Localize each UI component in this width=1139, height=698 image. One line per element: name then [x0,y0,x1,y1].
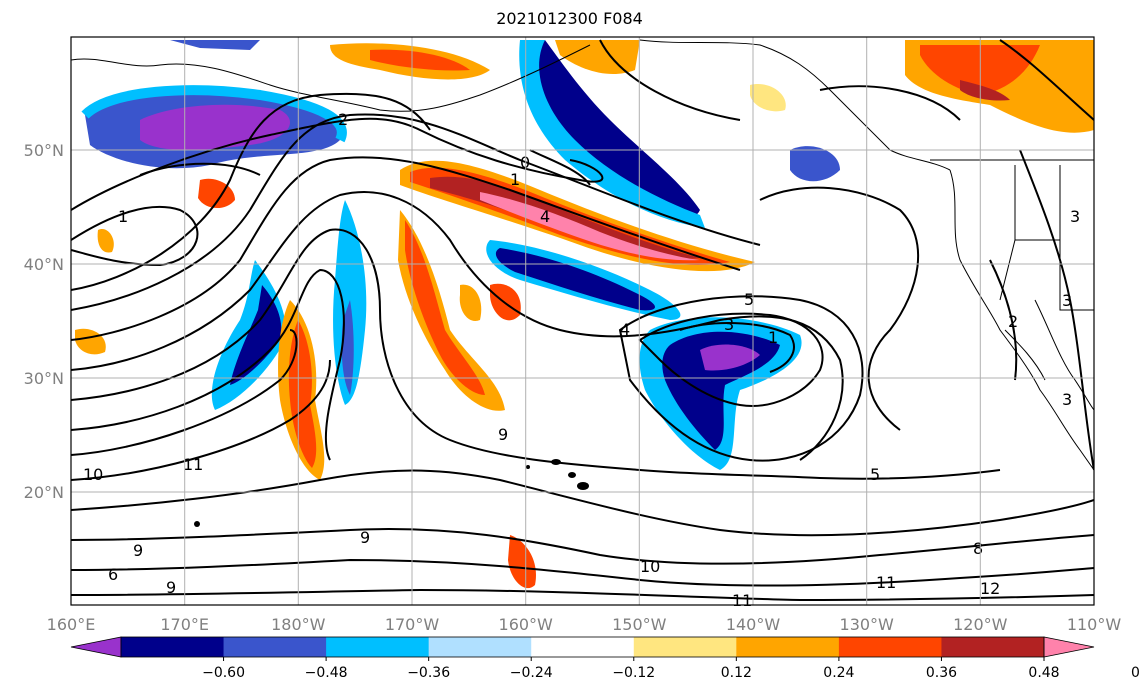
contour-label: 5 [870,465,880,484]
contour-label: 3 [1070,207,1080,226]
lon-tick-label: 180°W [271,615,326,634]
colorbar-extend-low [70,636,122,658]
contour-label: 10 [640,557,660,576]
coastlines [71,39,1094,471]
contour-label-group: 2 0 1 4 1 3 5 3 1 4 9 11 10 9 9 9 6 10 1… [83,110,1080,610]
contour-label: 9 [133,541,143,560]
islands [194,459,589,527]
colorbar-segment [838,637,942,657]
contour-label: 1 [510,170,520,189]
contour-lines [71,39,1094,602]
lon-tick-label: 140°W [726,615,781,634]
contour-label: 5 [744,290,754,309]
colorbar-segment [428,637,532,657]
colorbar-segment [941,637,1045,657]
contour-label: 8 [973,539,983,558]
colorbar-tick-label: 0.12 [721,665,752,681]
lon-tick-label: 150°W [612,615,667,634]
lon-tick-label: 120°W [953,615,1008,634]
colorbar-tick-label: −0.36 [407,665,450,681]
colorbar-segment [633,637,737,657]
lat-tick-label: 20°N [24,483,64,502]
contour-label: 6 [108,565,118,584]
colorbar-tick-label: −0.60 [202,665,245,681]
colorbar-tick-label: 0.48 [1028,665,1059,681]
lon-tick-label: 160°E [47,615,96,634]
contour-label: 9 [360,528,370,547]
contour-label: 9 [166,578,176,597]
colorbar-segment [121,637,225,657]
colorbar-tick-label: 0.24 [823,665,854,681]
contour-label: 4 [620,320,630,339]
colorbar-tick-label: 0.60 [1131,665,1139,681]
colorbar-tick-label: −0.48 [305,665,348,681]
lon-tick-label: 130°W [840,615,895,634]
lon-tick-label: 170°E [160,615,209,634]
contour-label: 11 [732,591,752,610]
contour-label: 1 [118,207,128,226]
contour-label: 4 [540,207,550,226]
colorbar-tick-label: −0.24 [510,665,553,681]
colorbar-segment [531,637,635,657]
lon-tick-label: 160°W [499,615,554,634]
colorbar-tick-label: 0.36 [926,665,957,681]
lon-tick-label: 110°W [1067,615,1122,634]
contour-label: 3 [1062,390,1072,409]
colorbar-segment [326,637,430,657]
lon-tick-label: 170°W [385,615,440,634]
contour-label: 0 [520,153,530,172]
lat-tick-label: 50°N [24,141,64,160]
gridlines [71,37,1094,605]
colorbar-segment [736,637,840,657]
colorbar: −0.60 −0.48 −0.36 −0.24 −0.12 0.12 0.24 0.36 0.4… [70,636,1139,681]
contour-label: 2 [338,110,348,129]
contour-label: 2 [1008,312,1018,331]
shaded-fields [75,40,1094,589]
colorbar-tick-label: −0.12 [612,665,655,681]
map-title: 2021012300 F084 [496,9,643,28]
lat-tick-label: 40°N [24,255,64,274]
contour-label: 11 [876,573,896,592]
contour-label: 12 [980,579,1000,598]
lat-tick-label: 30°N [24,369,64,388]
contour-label: 11 [183,455,203,474]
contour-label: 3 [724,315,734,334]
colorbar-extend-high [1043,636,1095,658]
colorbar-segment [223,637,327,657]
contour-label: 3 [1062,291,1072,310]
map-frame [70,36,1095,606]
latitude-axis: 50°N 40°N 30°N 20°N [24,141,64,502]
contour-label: 10 [83,465,103,484]
longitude-axis: 160°E 170°E 180°W 170°W 160°W 150°W 140°… [47,615,1122,634]
contour-label: 1 [768,328,778,347]
contour-label: 9 [498,425,508,444]
colorbar-outline [120,636,1045,658]
